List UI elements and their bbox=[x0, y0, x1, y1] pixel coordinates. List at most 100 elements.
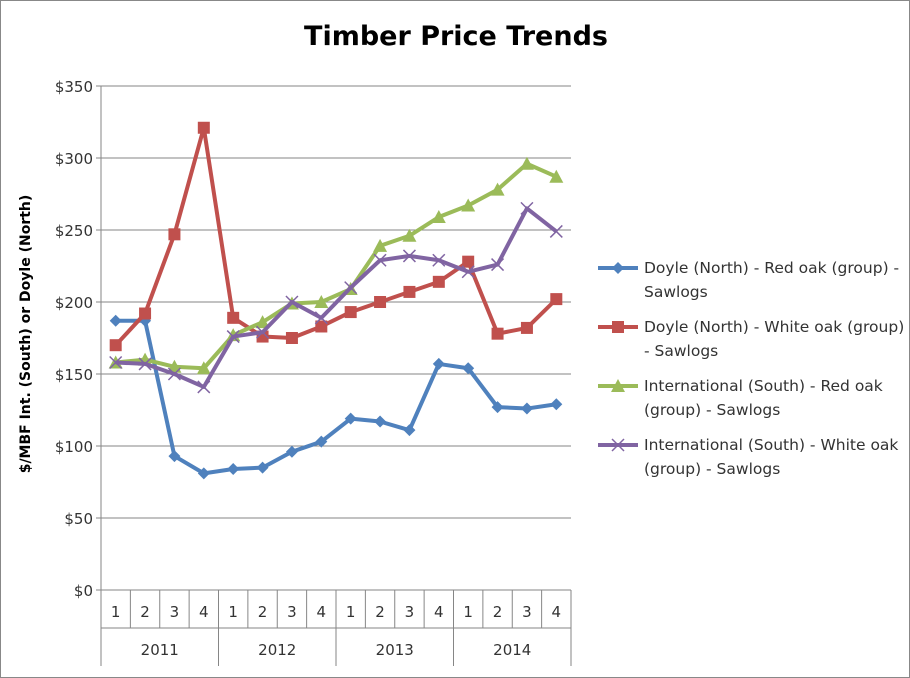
data-point bbox=[197, 380, 211, 394]
data-point bbox=[549, 169, 564, 183]
data-point bbox=[314, 295, 329, 308]
y-tick-label: $200 bbox=[55, 294, 93, 312]
data-point bbox=[197, 121, 210, 134]
data-point bbox=[168, 450, 181, 463]
data-point bbox=[519, 156, 534, 170]
series-line bbox=[115, 161, 558, 371]
y-tick-label: $100 bbox=[55, 438, 93, 456]
series-line bbox=[115, 206, 558, 389]
x-tick-label: 1 bbox=[346, 603, 356, 621]
series-line bbox=[114, 125, 558, 347]
y-tick-label: $0 bbox=[74, 582, 93, 600]
data-point bbox=[227, 463, 240, 476]
data-point bbox=[256, 325, 270, 339]
x-group-label: 2012 bbox=[258, 641, 296, 659]
data-point bbox=[374, 296, 387, 308]
legend-marker-icon bbox=[598, 438, 638, 452]
x-tick-label: 4 bbox=[317, 603, 327, 621]
data-point bbox=[462, 362, 475, 375]
data-point bbox=[462, 255, 475, 268]
x-tick-label: 3 bbox=[170, 603, 180, 621]
data-point bbox=[491, 401, 504, 414]
data-point bbox=[549, 224, 563, 238]
data-point bbox=[227, 311, 240, 324]
x-tick-label: 4 bbox=[434, 603, 444, 621]
legend-label: International (South) - Red oak (group) … bbox=[644, 377, 883, 419]
legend-marker-icon bbox=[598, 262, 638, 274]
data-point bbox=[491, 327, 504, 340]
legend-marker bbox=[612, 262, 624, 274]
data-point bbox=[196, 361, 211, 375]
x-tick-label: 1 bbox=[463, 603, 473, 621]
x-tick-label: 2 bbox=[493, 603, 503, 621]
data-point bbox=[285, 295, 299, 309]
x-tick-label: 3 bbox=[522, 603, 532, 621]
data-point bbox=[344, 412, 357, 425]
x-tick-label: 2 bbox=[258, 603, 268, 621]
series-1 bbox=[109, 121, 563, 352]
legend: Doyle (North) - Red oak (group) - Sawlog… bbox=[596, 256, 906, 492]
data-point bbox=[402, 228, 417, 242]
y-tick-label: $300 bbox=[55, 150, 93, 168]
data-point bbox=[550, 293, 563, 306]
data-point bbox=[139, 307, 152, 320]
data-point bbox=[285, 445, 298, 458]
data-point bbox=[344, 306, 357, 319]
x-tick-label: 1 bbox=[111, 603, 121, 621]
x-tick-label: 4 bbox=[199, 603, 209, 621]
data-point bbox=[138, 357, 152, 371]
data-point bbox=[373, 253, 387, 267]
data-point bbox=[344, 281, 358, 295]
data-point bbox=[403, 285, 416, 298]
data-point bbox=[168, 228, 181, 241]
data-point bbox=[109, 339, 122, 352]
y-tick-label: $350 bbox=[55, 78, 93, 96]
data-point bbox=[167, 367, 181, 381]
legend-marker bbox=[611, 438, 625, 452]
x-tick-label: 3 bbox=[287, 603, 297, 621]
y-tick-label: $150 bbox=[55, 366, 93, 384]
x-tick-label: 3 bbox=[405, 603, 415, 621]
data-point bbox=[520, 201, 534, 215]
legend-label: Doyle (North) - White oak (group) - Sawl… bbox=[644, 318, 905, 360]
data-point bbox=[550, 398, 563, 411]
data-point bbox=[432, 253, 446, 267]
y-tick-label: $250 bbox=[55, 222, 93, 240]
chart-title: Timber Price Trends bbox=[304, 21, 608, 52]
data-point bbox=[461, 265, 475, 279]
legend-label: Doyle (North) - Red oak (group) - Sawlog… bbox=[644, 259, 900, 301]
legend-item: International (South) - Red oak (group) … bbox=[596, 374, 906, 422]
data-point bbox=[520, 402, 533, 415]
data-point bbox=[491, 258, 505, 272]
data-point bbox=[461, 198, 476, 212]
data-point bbox=[315, 435, 328, 448]
data-point bbox=[315, 320, 328, 333]
legend-marker bbox=[612, 321, 624, 333]
data-point bbox=[402, 249, 416, 263]
legend-label: International (South) - White oak (group… bbox=[644, 436, 899, 478]
x-tick-label: 2 bbox=[140, 603, 150, 621]
legend-marker-icon bbox=[598, 379, 638, 392]
legend-marker-icon bbox=[598, 321, 638, 333]
data-point bbox=[520, 321, 533, 334]
x-group-label: 2013 bbox=[376, 641, 414, 659]
data-point bbox=[226, 330, 240, 344]
x-tick-label: 4 bbox=[552, 603, 562, 621]
data-point bbox=[432, 357, 445, 370]
data-point bbox=[197, 467, 210, 480]
data-point bbox=[109, 314, 122, 327]
series-0 bbox=[109, 314, 563, 480]
data-point bbox=[403, 424, 416, 437]
series-3 bbox=[109, 201, 563, 394]
data-point bbox=[109, 355, 123, 370]
x-group-label: 2014 bbox=[493, 641, 531, 659]
legend-item: Doyle (North) - Red oak (group) - Sawlog… bbox=[596, 256, 906, 304]
x-tick-label: 2 bbox=[375, 603, 385, 621]
legend-item: Doyle (North) - White oak (group) - Sawl… bbox=[596, 315, 906, 363]
data-point bbox=[255, 315, 270, 329]
data-point bbox=[314, 311, 328, 325]
data-point bbox=[431, 210, 446, 224]
legend-marker bbox=[611, 379, 625, 392]
